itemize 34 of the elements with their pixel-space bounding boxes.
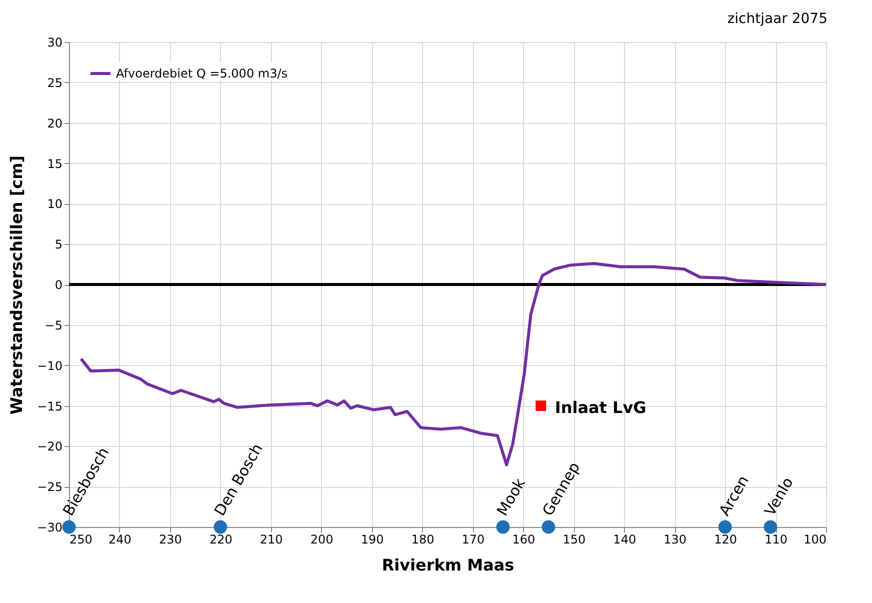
x-tick-label: 250 [70,532,92,546]
x-tick-label: 110 [764,532,788,546]
x-tick-label: 190 [360,532,384,546]
x-tick-label: 100 [804,532,826,546]
y-tick-label: −10 [37,358,62,373]
y-tick-label: −25 [37,480,62,494]
y-tick-label: −20 [37,440,62,454]
x-tick-label: 210 [260,532,283,546]
x-tick-label: 180 [411,532,434,546]
y-tick-label: 20 [47,116,62,130]
x-tick-label: 150 [562,532,586,546]
x-tick-label: 130 [664,532,687,546]
y-tick-label: −30 [37,520,62,534]
legend-label: Afvoerdebiet Q =5.000 m3/s [116,66,288,80]
y-tick-label: 5 [54,238,62,252]
y-axis-title: Waterstandsverschillen [cm] [7,155,26,415]
y-tick-label: −5 [44,318,62,332]
y-tick-label: −15 [37,399,62,414]
chart-title: zichtjaar 2075 [727,11,828,27]
x-tick-label: 200 [310,532,334,546]
x-axis-title: Rivierkm Maas [382,556,514,574]
x-tick-label: 170 [462,532,485,546]
y-tick-label: 25 [47,76,62,90]
series-label: Inlaat LvG [554,398,646,417]
x-tick-label: 230 [158,532,182,546]
y-tick-label: 30 [47,36,62,50]
x-tick-label: 160 [512,532,536,546]
x-tick-label: 120 [714,532,738,546]
y-tick-label: 10 [47,197,62,212]
y-tick-label: 0 [54,278,62,292]
y-tick-label: 15 [47,156,62,171]
x-tick-label: 220 [209,532,232,546]
x-tick-label: 240 [108,532,132,546]
x-tick-label: 140 [613,532,636,546]
